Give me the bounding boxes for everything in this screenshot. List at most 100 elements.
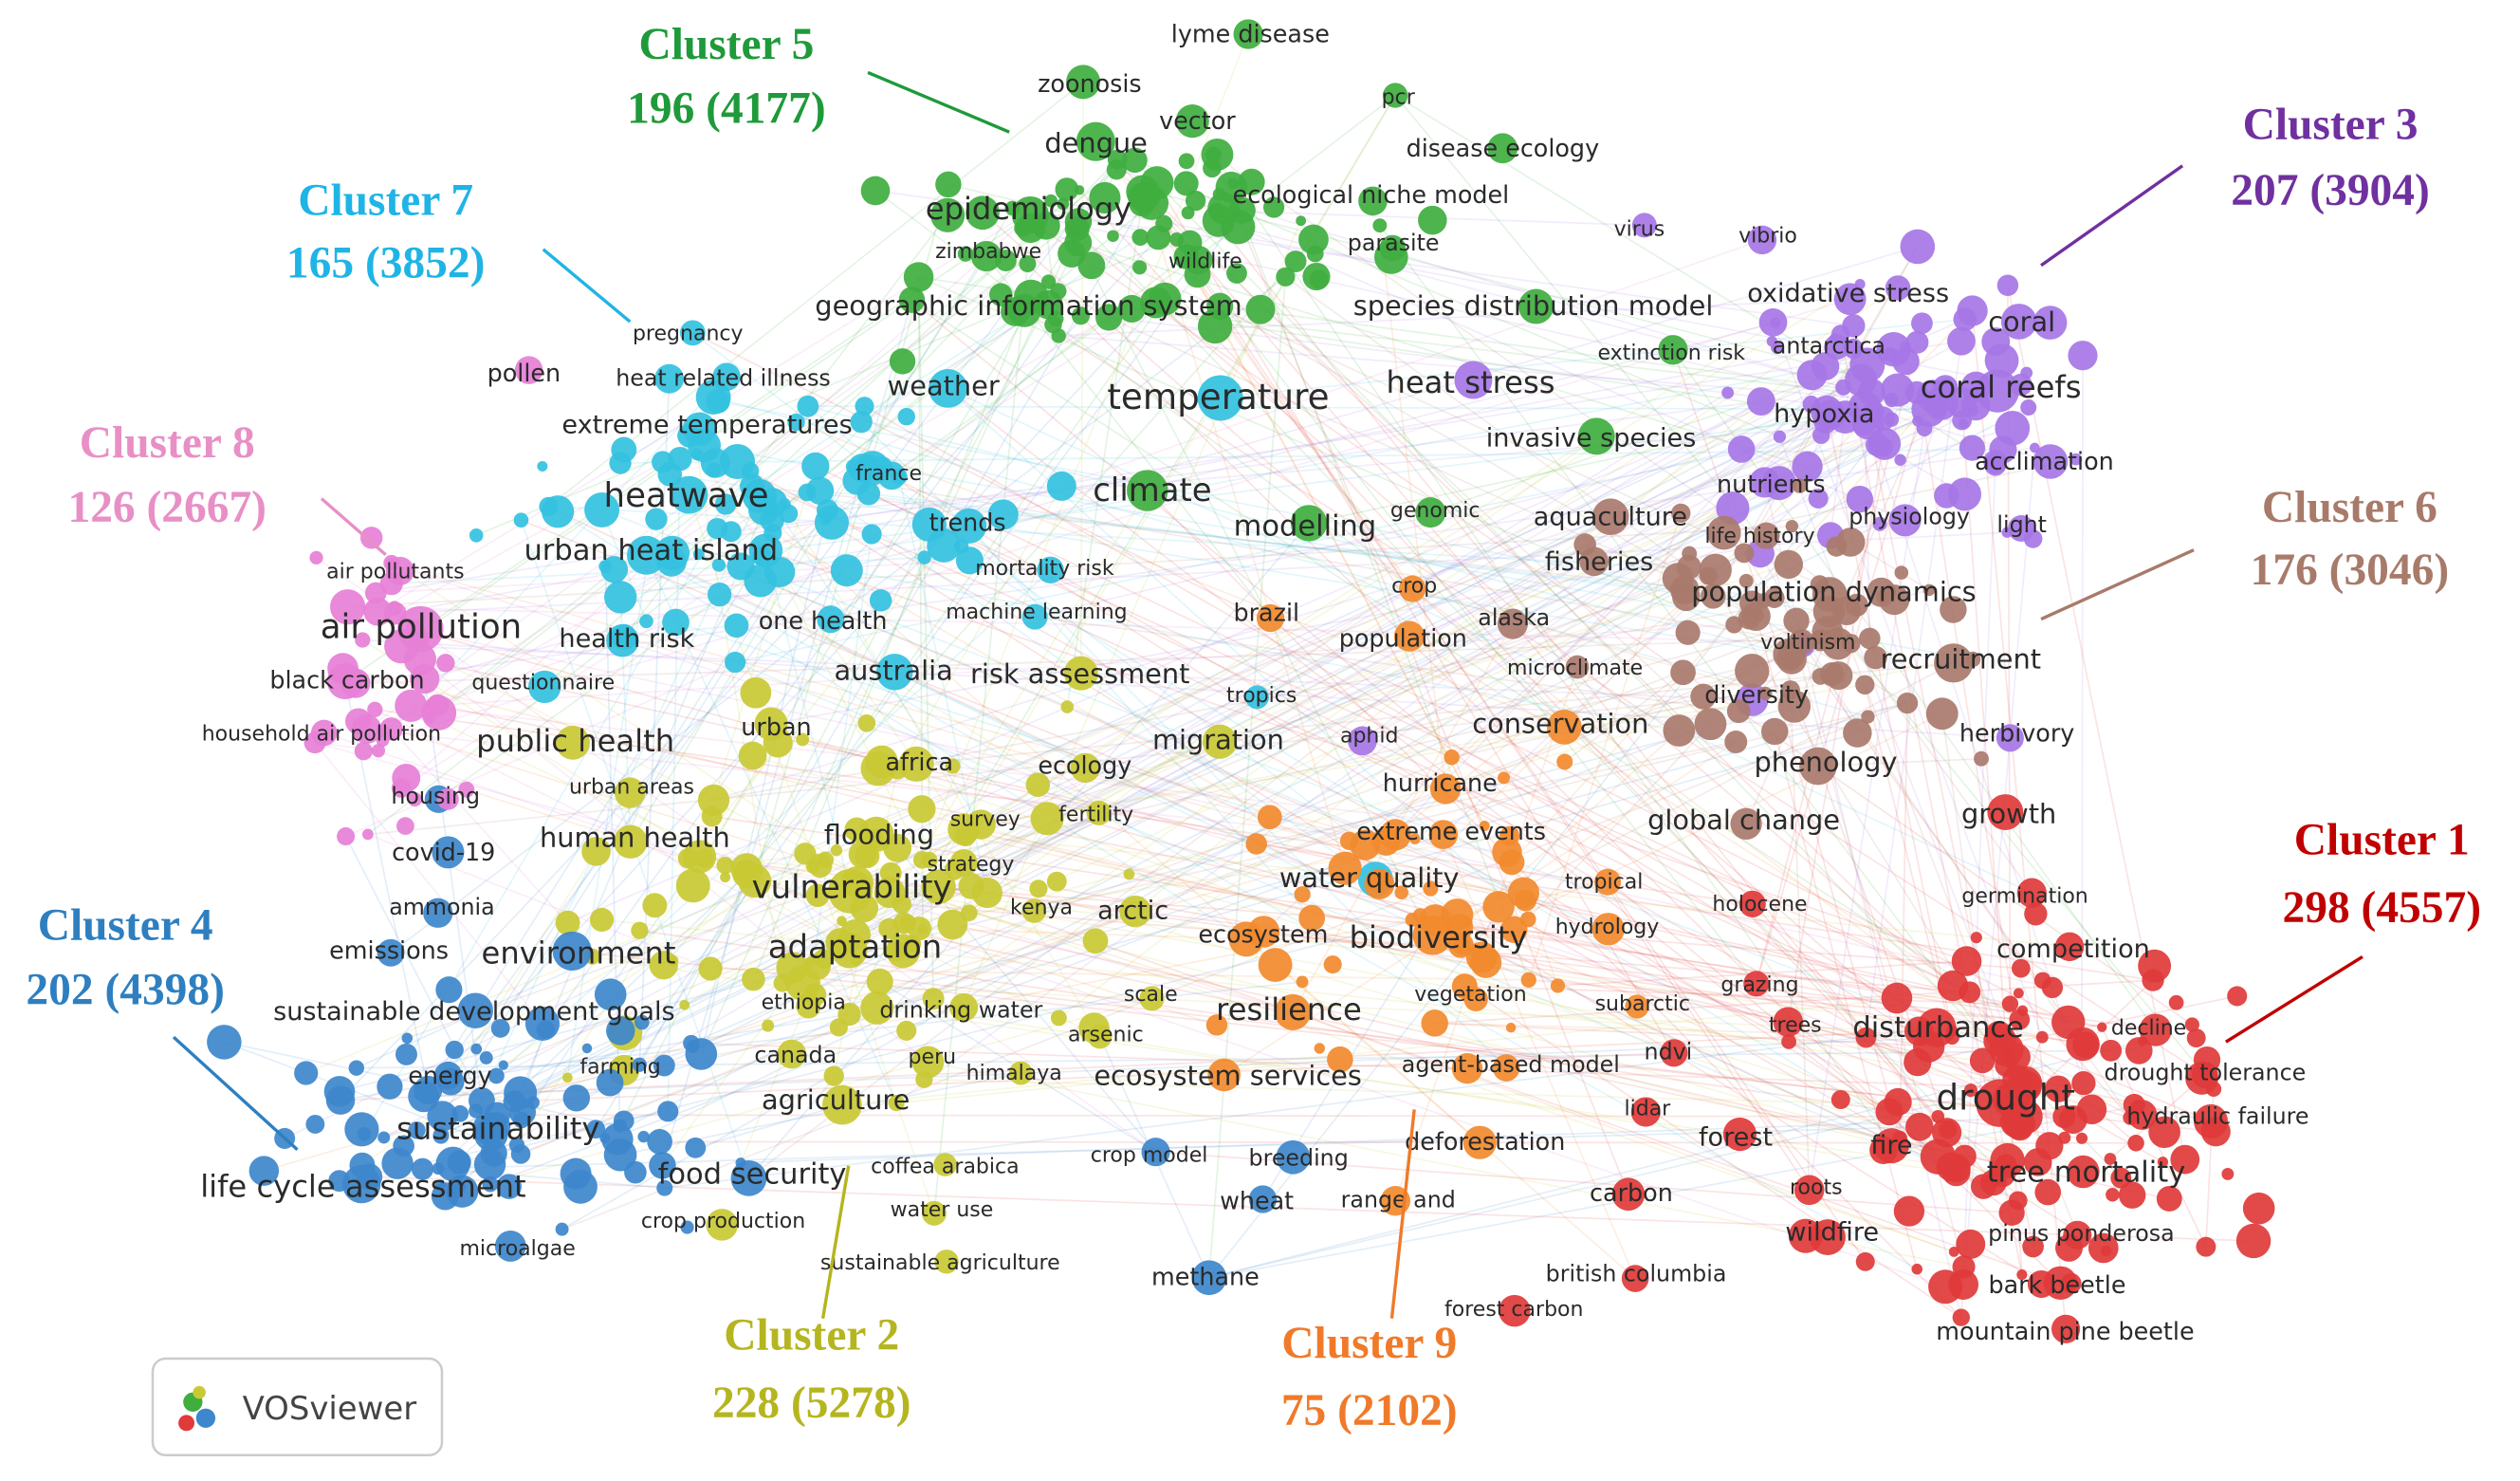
link: [855, 392, 1729, 936]
link: [643, 523, 1881, 1138]
node: [436, 654, 455, 673]
node: [1367, 868, 1392, 894]
callout-line: [542, 248, 632, 324]
node: [1348, 726, 1377, 756]
link: [670, 473, 1790, 656]
node: [2194, 1103, 2229, 1139]
keyword-label: vector: [1159, 106, 1236, 135]
node: [639, 614, 653, 629]
keyword-label: germination: [1961, 885, 2088, 909]
node: [971, 877, 1002, 909]
node: [987, 499, 1019, 530]
node: [1734, 543, 1755, 564]
link: [952, 923, 2007, 1166]
node: [1793, 1175, 1825, 1206]
node: [2033, 972, 2051, 990]
keyword-label: heatwave: [604, 476, 769, 515]
link: [903, 410, 1875, 924]
node: [647, 1129, 672, 1155]
link: [846, 569, 1737, 743]
node: [706, 1209, 739, 1241]
node: [2011, 958, 2031, 978]
node: [377, 1131, 391, 1144]
node: [937, 909, 968, 940]
node: [1726, 699, 1751, 724]
link: [445, 997, 1152, 1197]
node: [1314, 1043, 1326, 1054]
node: [1896, 692, 1919, 714]
link: [375, 708, 1753, 905]
node: [1900, 229, 1936, 265]
link: [1434, 979, 2154, 1025]
link: [1900, 427, 2013, 461]
link: [1849, 541, 1930, 591]
link: [700, 509, 829, 1055]
node: [498, 1060, 508, 1070]
node: [857, 714, 876, 732]
node: [1046, 871, 1067, 892]
node: [1844, 363, 1878, 397]
node: [1087, 1024, 1113, 1049]
node: [2045, 1075, 2072, 1102]
node: [1479, 821, 1490, 832]
cluster-stats: 126 (2667): [67, 483, 267, 532]
link: [1147, 490, 1962, 1319]
keyword-label: physiology: [1849, 503, 1970, 529]
node: [1766, 336, 1777, 347]
node: [927, 528, 961, 563]
link: [347, 525, 1793, 608]
node: [805, 859, 820, 874]
link: [1808, 428, 1925, 1191]
keyword-label: questionnaire: [471, 671, 615, 694]
keyword-label: ethiopia: [762, 991, 846, 1015]
node: [1781, 1034, 1796, 1049]
node: [2016, 1005, 2029, 1016]
link: [1146, 194, 1811, 1191]
link: [2081, 355, 2084, 1139]
keyword-label: fisheries: [1545, 547, 1654, 577]
link: [872, 467, 1971, 993]
node: [1046, 471, 1076, 501]
node: [1117, 294, 1146, 324]
callout-line: [172, 1035, 299, 1152]
node: [814, 505, 849, 540]
keyword-label: ecosystem: [1198, 919, 1328, 948]
link: [715, 462, 2007, 1050]
link: [1463, 723, 1712, 988]
link: [339, 705, 1795, 1093]
node: [1064, 229, 1093, 257]
link: [391, 728, 1294, 1013]
keyword-label: drought: [1937, 1077, 2075, 1119]
link: [968, 246, 1919, 528]
link: [440, 407, 1941, 1137]
node: [1824, 661, 1853, 690]
node: [2002, 1043, 2031, 1071]
link: [770, 723, 1965, 1157]
node: [1774, 549, 1804, 580]
link: [659, 1140, 2137, 1144]
node: [2130, 1100, 2144, 1113]
link: [423, 259, 1200, 1098]
link: [395, 461, 664, 615]
cluster-name: Cluster 5: [638, 20, 814, 69]
link: [911, 299, 2020, 1021]
keyword-label: agent-based model: [1402, 1051, 1620, 1078]
link: [390, 728, 569, 924]
node: [1412, 915, 1453, 955]
link: [895, 391, 1872, 1104]
link: [734, 661, 1957, 1173]
node: [1383, 83, 1408, 108]
node: [552, 931, 592, 972]
node: [1940, 596, 1967, 623]
keyword-label: hydrology: [1555, 916, 1660, 939]
link: [1394, 94, 2206, 1076]
link: [965, 834, 1462, 946]
node: [1119, 895, 1151, 928]
cluster-stats: 165 (3852): [286, 238, 486, 287]
node: [667, 954, 679, 967]
node: [490, 1018, 510, 1038]
node: [679, 320, 706, 346]
link: [2109, 1074, 2206, 1160]
keyword-label: extreme events: [1356, 817, 1546, 845]
node: [949, 849, 978, 877]
